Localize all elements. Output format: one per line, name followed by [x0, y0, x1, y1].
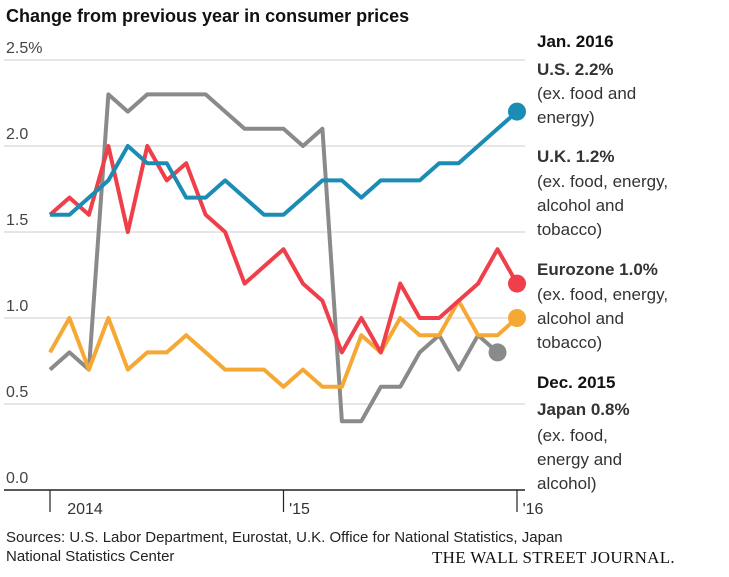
end-dot [488, 343, 507, 362]
line [50, 110, 519, 217]
y-tick-label: 1.5 [6, 212, 28, 229]
end-dot [508, 309, 526, 327]
legend-label: U.S. 2.2% [537, 60, 614, 79]
source: Sources: U.S. Labor Department, Eurostat… [6, 529, 563, 565]
line [48, 298, 519, 389]
y-tick-label: 2.5% [6, 40, 42, 57]
line [48, 144, 519, 355]
x-tick-label: '15 [289, 501, 310, 518]
annotation: Dec. 2015 [537, 373, 616, 392]
y-tick-label: 1.0 [6, 298, 28, 315]
line [48, 92, 499, 424]
annotation: Jan. 2016 [537, 32, 614, 51]
legend-note: (ex. food, energy, alcohol and tobacco) [537, 285, 669, 352]
legend-note: (ex. food and energy) [537, 84, 637, 127]
y-tick-label: 2.0 [6, 126, 28, 143]
end-dot [508, 274, 526, 293]
y-tick-label: 0.5 [6, 384, 28, 401]
y-tick-label: 0.0 [6, 470, 28, 487]
credit: THE WALL STREET JOURNAL. [432, 548, 675, 567]
legend-note: (ex. food, energy, alcohol and tobacco) [537, 172, 669, 239]
x-tick-label: 2014 [67, 501, 103, 518]
legend-label: Japan 0.8% [537, 400, 630, 419]
chart-title: Change from previous year in consumer pr… [6, 6, 409, 26]
legend-note: (ex. food, energy and alcohol) [537, 426, 623, 493]
legend-label: U.K. 1.2% [537, 147, 615, 166]
x-tick-label: '16 [523, 501, 544, 518]
end-dot [508, 102, 526, 121]
legend-label: Eurozone 1.0% [537, 260, 658, 279]
